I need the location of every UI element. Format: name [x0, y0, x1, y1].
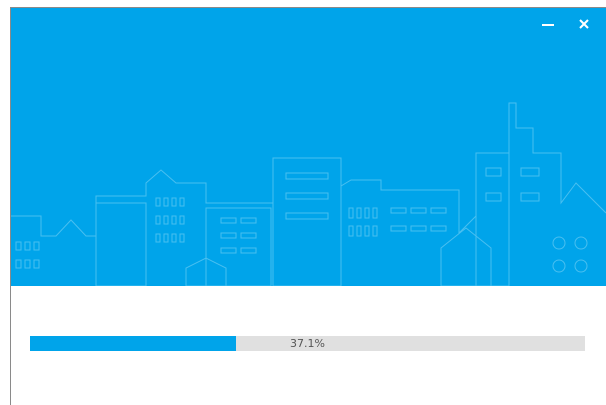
skyline-illustration [11, 8, 606, 286]
progress-label: 37.1% [30, 336, 585, 351]
close-button[interactable] [574, 14, 596, 34]
header-banner [11, 8, 606, 286]
installer-window: 37.1% [10, 7, 606, 405]
progress-track: 37.1% [30, 336, 585, 351]
minimize-button[interactable] [537, 14, 559, 34]
